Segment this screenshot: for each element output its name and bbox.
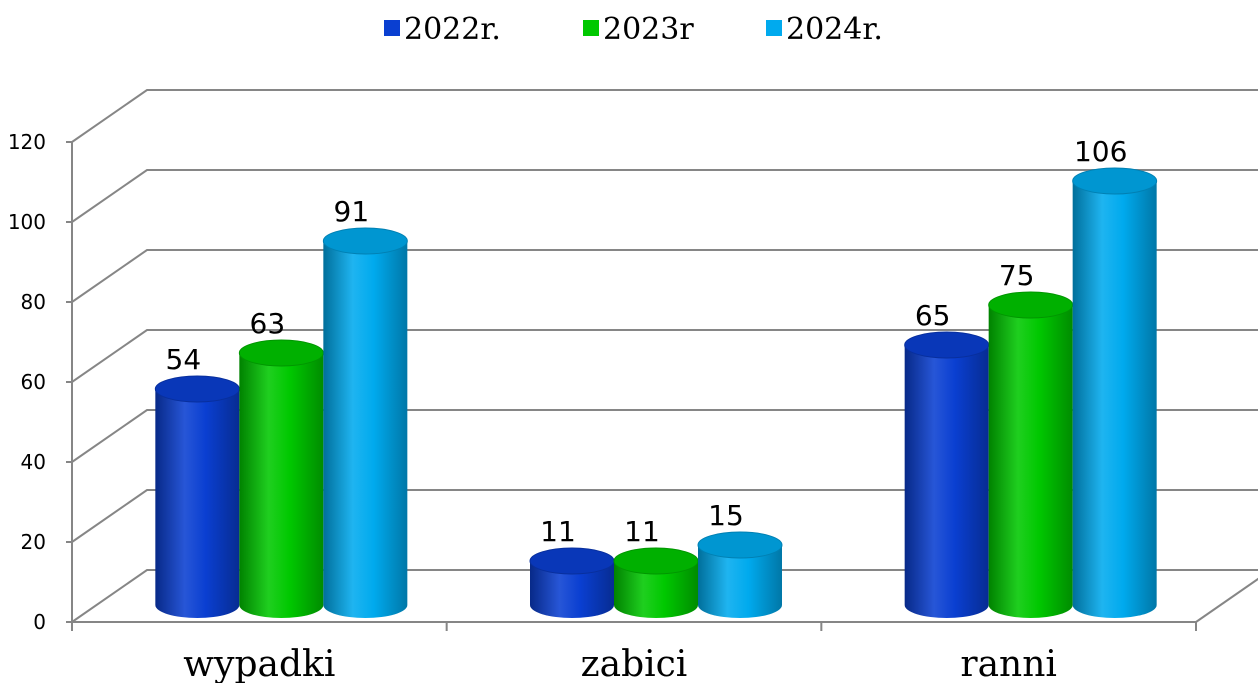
bar	[613, 547, 699, 618]
gridline	[71, 249, 1258, 303]
data-labels: 54 63 91 11 11 15 65 75 106	[166, 135, 1128, 548]
gridline	[71, 169, 1258, 223]
data-label: 65	[915, 299, 951, 332]
legend-item: 2024r.	[766, 12, 883, 47]
y-tick-label: 100	[8, 210, 46, 234]
bars	[154, 167, 1158, 618]
data-label: 91	[334, 195, 370, 228]
y-tick-label: 60	[21, 370, 46, 394]
data-label: 15	[708, 499, 744, 532]
bar	[697, 531, 783, 618]
bar	[529, 547, 615, 618]
bar	[238, 339, 324, 618]
y-tick-label: 40	[21, 450, 46, 474]
gridline	[71, 329, 1258, 383]
bar	[322, 227, 408, 618]
data-label: 54	[166, 343, 202, 376]
legend-swatch	[583, 20, 599, 36]
legend-label: 2022r.	[404, 12, 501, 47]
y-tick-label: 120	[8, 130, 46, 154]
grid	[71, 89, 1258, 623]
y-tick-label: 80	[21, 290, 46, 314]
axes: 0 20 40 60 80 100 120 wypadki zabici ranni	[8, 130, 1258, 683]
category-label: ranni	[960, 644, 1057, 683]
y-tick-label: 20	[21, 530, 46, 554]
gridline	[71, 89, 1258, 143]
y-tick-label: 0	[33, 610, 46, 634]
bar	[154, 375, 240, 618]
category-label: zabici	[581, 644, 688, 683]
data-label: 75	[999, 259, 1035, 292]
legend-swatch	[384, 20, 400, 36]
gridline	[71, 569, 1258, 623]
legend-label: 2023r	[603, 12, 694, 47]
bar	[904, 331, 990, 618]
bar	[1072, 167, 1158, 618]
category-label: wypadki	[183, 644, 335, 683]
data-label: 11	[624, 515, 660, 548]
legend-item: 2022r.	[384, 12, 501, 47]
data-label: 106	[1074, 135, 1127, 168]
legend-swatch	[766, 20, 782, 36]
gridline	[71, 409, 1258, 463]
data-label: 11	[540, 515, 576, 548]
data-label: 63	[250, 307, 286, 340]
floor-edge	[1195, 577, 1258, 623]
legend: 2022r. 2023r 2024r.	[384, 12, 883, 47]
bar	[988, 291, 1074, 618]
legend-label: 2024r.	[786, 12, 883, 47]
gridline	[71, 489, 1258, 543]
legend-item: 2023r	[583, 12, 694, 47]
